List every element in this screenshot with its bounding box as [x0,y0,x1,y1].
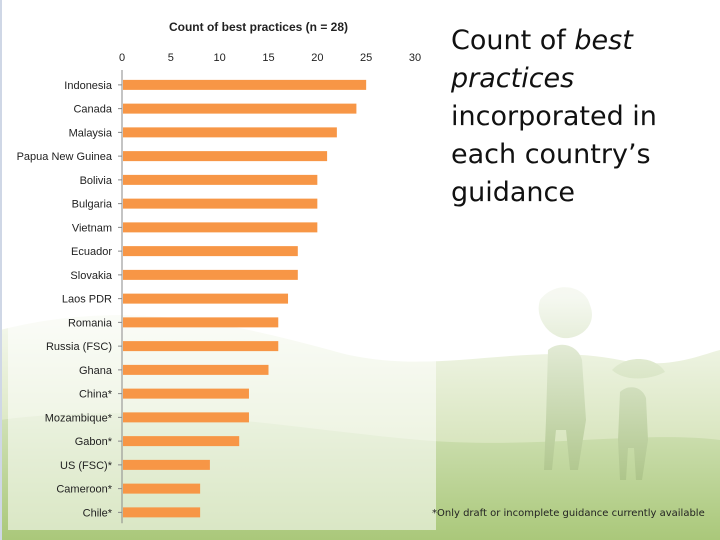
bar [123,198,318,209]
bar [123,412,249,423]
x-tick-label: 15 [262,52,274,64]
x-tick-label: 30 [409,52,421,64]
bar [123,79,367,90]
bar [123,364,269,375]
bar [123,459,210,470]
category-label: Papua New Guinea [17,151,113,163]
category-label: Cameroon* [56,484,112,496]
bar [123,222,318,233]
x-tick-label: 25 [360,52,372,64]
category-label: Russia (FSC) [46,341,112,353]
bar [123,246,298,257]
category-label: Gabon* [75,436,113,448]
chart-title: Count of best practices (n = 28) [169,20,348,34]
category-label: Bulgaria [72,199,113,211]
bar [123,317,279,328]
bar [123,103,357,114]
bar [123,483,201,494]
heading-text-emphasis: best practices [451,25,633,94]
category-label: Chile* [83,507,113,519]
category-label: Vietnam [72,222,112,234]
bar [123,127,337,138]
bar [123,507,201,518]
category-label: Canada [73,104,112,116]
bar [123,388,249,399]
category-label: Ghana [79,365,113,377]
category-label: Bolivia [80,175,113,187]
category-label: Indonesia [64,80,113,92]
bar [123,436,240,447]
heading-text-before: Count of [451,25,575,56]
x-tick-label: 5 [168,52,174,64]
x-tick-label: 0 [119,52,125,64]
category-label: China* [79,389,113,401]
bar-chart: Count of best practices (n = 28) 0 5 10 15 20… [17,20,421,524]
category-label: Laos PDR [62,294,112,306]
category-label: US (FSC)* [60,460,113,472]
heading-text-after: incorporated in each country’s guidance [451,101,657,208]
category-label: Slovakia [70,270,112,282]
category-label: Malaysia [69,127,113,139]
bar [123,293,289,304]
category-label: Mozambique* [45,412,113,424]
bar [123,341,279,352]
x-tick-label: 20 [311,52,323,64]
bar [123,269,298,280]
slide-left-rule [0,0,2,540]
bar [123,151,328,162]
category-label: Ecuador [71,246,112,258]
bar [123,174,318,185]
slide-heading: Count of best practices incorporated in … [451,22,713,212]
footnote: *Only draft or incomplete guidance curre… [432,508,705,519]
category-label: Romania [68,317,113,329]
x-tick-label: 10 [214,52,226,64]
